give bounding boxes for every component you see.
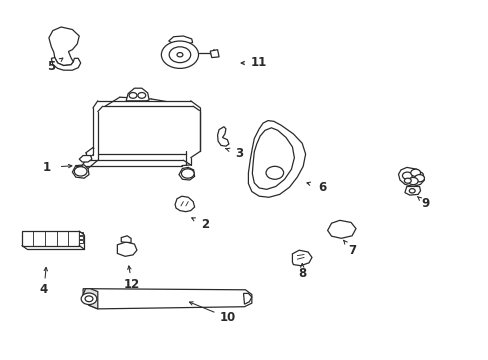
Polygon shape bbox=[243, 293, 251, 304]
Polygon shape bbox=[117, 242, 137, 256]
Polygon shape bbox=[217, 127, 228, 146]
Polygon shape bbox=[79, 156, 92, 162]
Polygon shape bbox=[210, 50, 219, 58]
Text: 9: 9 bbox=[421, 197, 428, 210]
Circle shape bbox=[169, 47, 190, 63]
Circle shape bbox=[414, 175, 424, 182]
Circle shape bbox=[402, 172, 411, 179]
Circle shape bbox=[404, 178, 410, 183]
Text: 11: 11 bbox=[250, 57, 267, 69]
Polygon shape bbox=[83, 289, 251, 309]
Polygon shape bbox=[179, 167, 194, 180]
Polygon shape bbox=[248, 121, 305, 197]
Text: 4: 4 bbox=[40, 283, 48, 296]
Polygon shape bbox=[327, 220, 355, 238]
Polygon shape bbox=[121, 236, 131, 243]
Text: 8: 8 bbox=[298, 267, 305, 280]
Circle shape bbox=[74, 167, 87, 176]
Polygon shape bbox=[49, 27, 79, 66]
Text: 3: 3 bbox=[235, 147, 243, 159]
Polygon shape bbox=[252, 128, 294, 189]
Text: 6: 6 bbox=[318, 181, 326, 194]
Circle shape bbox=[161, 41, 198, 68]
Circle shape bbox=[407, 177, 417, 185]
Circle shape bbox=[85, 296, 93, 302]
Text: 1: 1 bbox=[42, 161, 50, 174]
Text: 10: 10 bbox=[219, 311, 235, 324]
Polygon shape bbox=[79, 240, 83, 243]
Circle shape bbox=[181, 169, 194, 178]
Text: 5: 5 bbox=[47, 60, 55, 73]
Polygon shape bbox=[398, 167, 424, 186]
Polygon shape bbox=[79, 236, 83, 239]
Polygon shape bbox=[22, 231, 79, 246]
Text: 2: 2 bbox=[201, 219, 209, 231]
Text: 12: 12 bbox=[123, 278, 140, 291]
Circle shape bbox=[265, 166, 283, 179]
Circle shape bbox=[408, 189, 414, 193]
Polygon shape bbox=[79, 232, 83, 235]
Polygon shape bbox=[83, 289, 98, 309]
Text: 7: 7 bbox=[347, 244, 355, 257]
Polygon shape bbox=[404, 186, 420, 195]
Polygon shape bbox=[126, 88, 149, 101]
Polygon shape bbox=[72, 165, 89, 178]
Polygon shape bbox=[51, 58, 81, 70]
Circle shape bbox=[81, 293, 97, 305]
Polygon shape bbox=[292, 250, 311, 266]
Polygon shape bbox=[175, 196, 194, 212]
Circle shape bbox=[410, 169, 420, 176]
Polygon shape bbox=[168, 36, 192, 45]
Circle shape bbox=[138, 93, 145, 98]
Circle shape bbox=[177, 53, 183, 57]
Circle shape bbox=[129, 93, 137, 98]
